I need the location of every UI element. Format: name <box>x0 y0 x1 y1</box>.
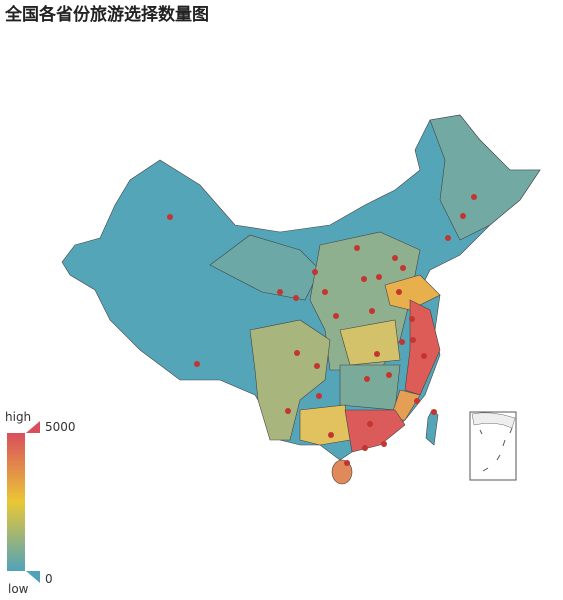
point <box>376 274 382 280</box>
visual-map-high: high <box>5 410 31 424</box>
region <box>425 409 439 446</box>
point <box>314 363 320 369</box>
point <box>322 289 328 295</box>
point <box>362 445 368 451</box>
point <box>277 289 283 295</box>
point <box>471 194 477 200</box>
visual-map-handle-low[interactable] <box>26 571 40 583</box>
point <box>392 255 398 261</box>
point <box>445 235 451 241</box>
point <box>285 408 291 414</box>
point <box>369 308 375 314</box>
chart-title: 全国各省份旅游选择数量图 <box>4 4 209 25</box>
region <box>344 409 406 453</box>
point <box>410 337 416 343</box>
point <box>421 353 427 359</box>
point <box>414 398 420 404</box>
point <box>316 393 322 399</box>
point <box>400 265 406 271</box>
point <box>460 213 466 219</box>
point <box>381 441 387 447</box>
point <box>386 372 392 378</box>
point <box>364 376 370 382</box>
visual-map-max: 5000 <box>45 420 76 434</box>
point <box>294 350 300 356</box>
region <box>249 319 331 441</box>
point <box>333 313 339 319</box>
region <box>339 364 401 411</box>
visual-map-handle-high[interactable] <box>26 421 40 433</box>
point <box>293 295 299 301</box>
visual-map-bar <box>7 433 25 571</box>
point <box>409 316 415 322</box>
point <box>344 460 350 466</box>
point <box>167 214 173 220</box>
city-points <box>167 194 477 466</box>
region <box>339 319 401 366</box>
point <box>312 269 318 275</box>
map <box>61 114 541 485</box>
point <box>354 245 360 251</box>
region <box>384 274 441 311</box>
visual-map-low: low <box>8 582 29 596</box>
point <box>396 289 402 295</box>
point <box>328 432 334 438</box>
point <box>399 339 405 345</box>
visual-map-min: 0 <box>45 572 53 586</box>
visual-map: high low 5000 0 <box>5 410 76 596</box>
region <box>429 114 541 241</box>
point <box>194 361 200 367</box>
point <box>374 351 380 357</box>
point <box>361 276 367 282</box>
point <box>431 409 437 415</box>
point <box>367 421 373 427</box>
region <box>299 404 351 446</box>
inset-islands <box>479 427 513 472</box>
